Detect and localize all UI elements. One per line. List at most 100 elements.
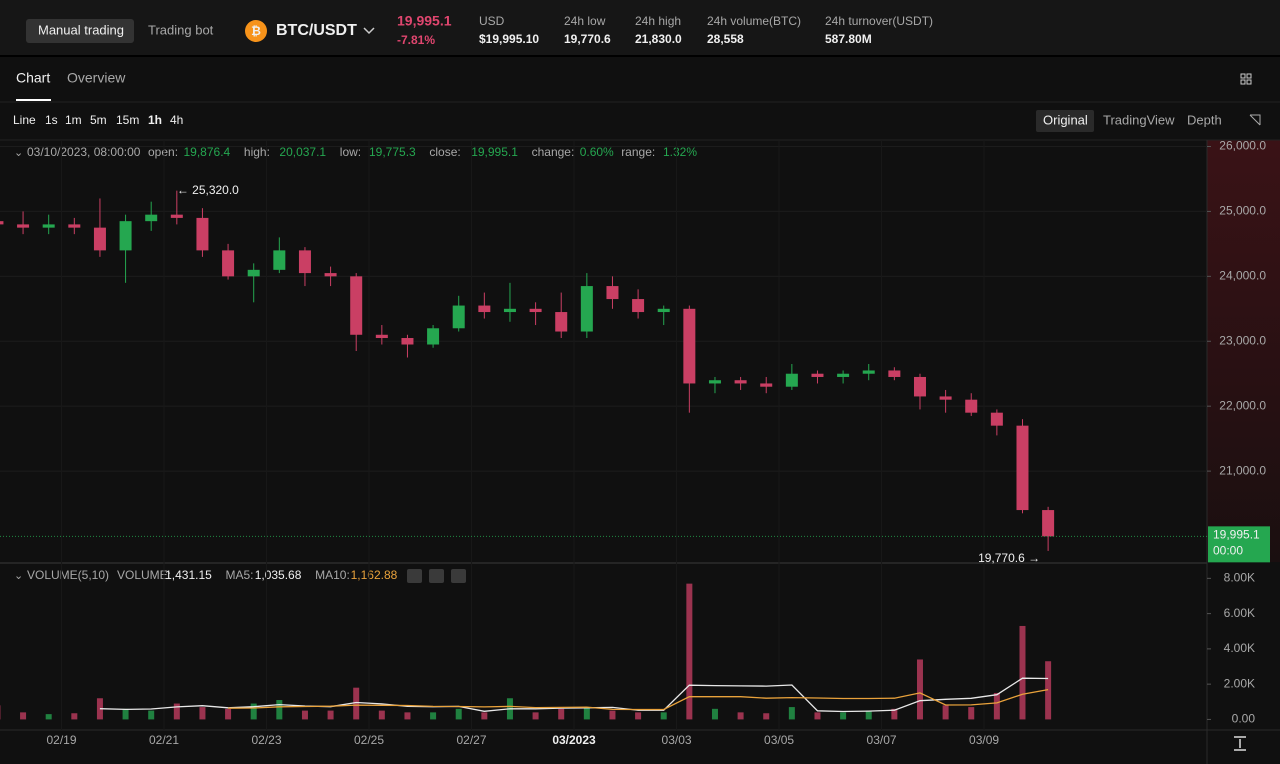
- candle-body: [68, 224, 81, 228]
- last-price: 19,995.1: [397, 13, 452, 29]
- candle-body: [503, 308, 516, 313]
- candle-body: [606, 286, 619, 300]
- tab-overview[interactable]: Overview: [67, 70, 126, 86]
- stat-label: 24h turnover(USDT): [825, 14, 933, 28]
- volume-bar: [968, 707, 975, 720]
- info-label: open:: [148, 145, 178, 159]
- stat-value: 21,830.0: [635, 32, 682, 46]
- interval[interactable]: 4h: [170, 113, 183, 127]
- layout-icon[interactable]: [1240, 79, 1246, 85]
- volume-info-value: 1,162.88: [351, 568, 398, 582]
- candle-body: [42, 224, 55, 228]
- volume-info-value: 1,035.68: [255, 568, 302, 582]
- interval[interactable]: 15m: [116, 113, 139, 127]
- candle-body: [452, 305, 465, 329]
- view-tab[interactable]: Depth: [1187, 112, 1222, 127]
- volume-icon[interactable]: [451, 569, 466, 583]
- y-tick-label: 2.00K: [1224, 676, 1255, 690]
- stat-label: USD: [479, 14, 505, 28]
- info-label: close:: [429, 145, 460, 159]
- volume-bar: [199, 707, 206, 720]
- volume-bar: [763, 713, 770, 720]
- collapse[interactable]: ⌄: [14, 147, 23, 159]
- candle-body: [247, 269, 260, 277]
- candle-body: [708, 380, 721, 384]
- mode-tab[interactable]: Trading bot: [148, 22, 214, 37]
- volume-bar: [20, 712, 27, 720]
- collapse[interactable]: ⌄: [14, 570, 23, 582]
- x-tick-label: 02/25: [354, 733, 384, 747]
- layout-icon[interactable]: [1240, 73, 1246, 79]
- x-tick-label: 03/05: [764, 733, 794, 747]
- candle-body: [580, 286, 593, 332]
- volume-bar: [635, 712, 642, 720]
- candle-body: [657, 308, 670, 313]
- view-tab[interactable]: Original: [1043, 112, 1088, 127]
- candle-body: [119, 221, 132, 251]
- last-price-box: [1208, 526, 1270, 563]
- info-label: range:: [621, 145, 655, 159]
- candle-body: [427, 328, 440, 345]
- candle-body: [375, 334, 388, 339]
- candle-body: [529, 308, 542, 313]
- volume-bar: [865, 710, 872, 720]
- candle-body: [862, 370, 875, 374]
- volume-icon[interactable]: [429, 569, 444, 583]
- volume-bar: [148, 710, 155, 720]
- candle-body: [1042, 510, 1055, 537]
- volume-info-label: VOLUME:: [117, 568, 171, 582]
- tab-chart[interactable]: Chart: [16, 70, 50, 86]
- volume-bar: [1045, 661, 1052, 720]
- y-tick-label: 4.00K: [1224, 641, 1255, 655]
- volume-bar: [1019, 625, 1026, 720]
- last-price-label: 19,995.1: [1213, 528, 1260, 542]
- info-value: 19,876.4: [184, 145, 231, 159]
- y-tick-label: 22,000.0: [1219, 398, 1266, 412]
- volume-bar: [225, 708, 232, 720]
- candle-body: [965, 399, 978, 413]
- volume-title: VOLUME(5,10): [27, 568, 109, 582]
- layout-icon[interactable]: [1246, 73, 1252, 79]
- interval[interactable]: 1s: [45, 113, 58, 127]
- fullscreen-icon[interactable]: [1249, 114, 1261, 126]
- interval[interactable]: Line: [13, 113, 36, 127]
- layout-icon[interactable]: [1246, 79, 1252, 85]
- interval[interactable]: 5m: [90, 113, 107, 127]
- dropdown-icon: [363, 27, 375, 35]
- candle-body: [632, 299, 645, 313]
- candle-body: [939, 396, 952, 400]
- candle-body: [350, 276, 363, 335]
- interval[interactable]: 1m: [65, 113, 82, 127]
- volume-bar: [301, 710, 308, 720]
- view-tab[interactable]: TradingView: [1103, 112, 1175, 127]
- last-price-time: 00:00: [1213, 544, 1243, 558]
- info-label: change:: [532, 145, 575, 159]
- volume-bar: [532, 712, 539, 720]
- scale-icon[interactable]: [1234, 736, 1246, 751]
- info-date: 03/10/2023, 08:00:00: [27, 145, 141, 159]
- stat-value: $19,995.10: [479, 32, 539, 46]
- volume-bar: [558, 708, 565, 720]
- candle-body: [324, 273, 337, 277]
- volume-bar: [173, 703, 180, 720]
- interval[interactable]: 1h: [148, 113, 162, 127]
- info-value: 0.60%: [580, 145, 614, 159]
- volume-bar: [660, 712, 667, 720]
- volume-bar: [45, 714, 52, 720]
- x-tick-label: 03/09: [969, 733, 999, 747]
- volume-info-value: 1,431.15: [165, 568, 212, 582]
- mode-tab[interactable]: Manual trading: [38, 22, 124, 37]
- volume-bar: [993, 692, 1000, 720]
- candle-body: [811, 373, 824, 377]
- info-value: 19,995.1: [471, 145, 518, 159]
- stat-value: 587.80M: [825, 32, 872, 46]
- btc-icon: [245, 20, 267, 42]
- top-bar: [0, 0, 1280, 55]
- volume-bar: [891, 708, 898, 720]
- price-change: -7.81%: [397, 33, 435, 47]
- volume-bar: [942, 705, 949, 720]
- candle-body: [273, 250, 286, 270]
- x-tick-label: 02/21: [149, 733, 179, 747]
- volume-icon[interactable]: [407, 569, 422, 583]
- stat-value: 19,770.6: [564, 32, 611, 46]
